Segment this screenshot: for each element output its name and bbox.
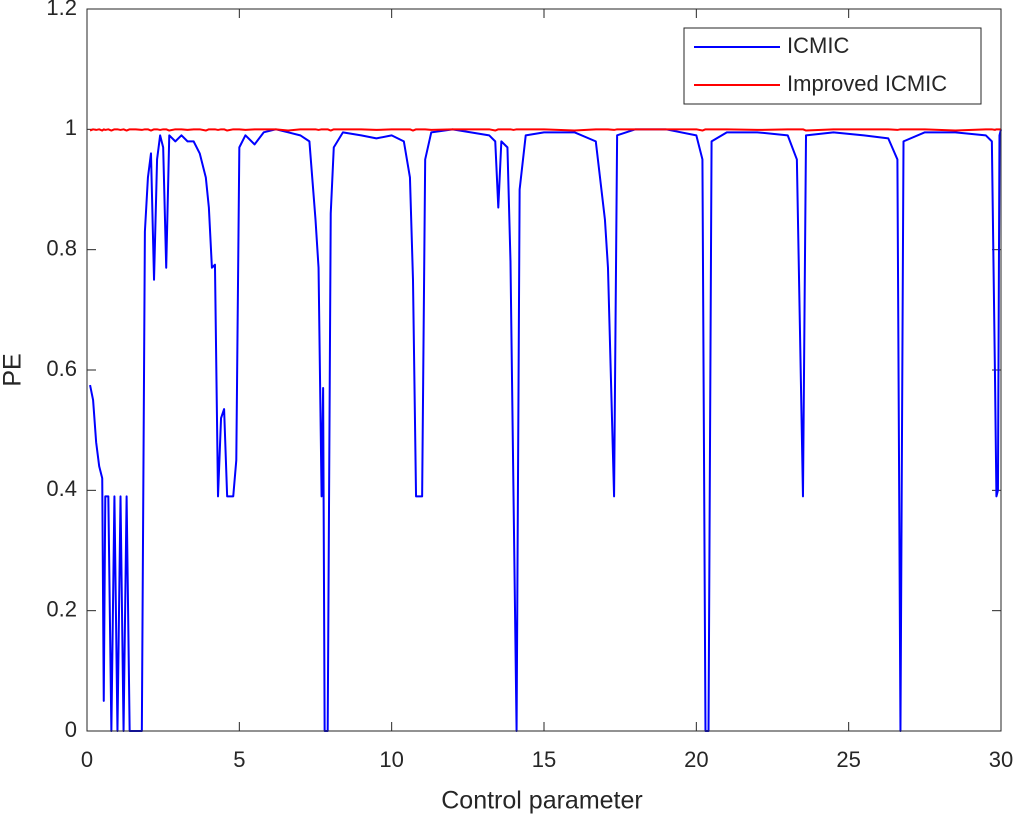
x-tick-label: 0 xyxy=(81,747,93,772)
legend-box xyxy=(683,27,982,105)
legend-label: ICMIC xyxy=(787,33,849,58)
legend-label: Improved ICMIC xyxy=(787,71,947,96)
x-tick-label: 5 xyxy=(233,747,245,772)
x-tick-label: 15 xyxy=(532,747,556,772)
series-line xyxy=(89,128,1001,132)
y-tick-label: 1 xyxy=(65,115,77,140)
y-tick-label: 0.4 xyxy=(46,476,77,501)
y-tick-label: 0 xyxy=(65,717,77,742)
axes-box xyxy=(86,8,1002,732)
x-tick-label: 20 xyxy=(684,747,708,772)
x-tick-label: 25 xyxy=(836,747,860,772)
y-axis-label: PE xyxy=(0,353,27,386)
y-tick-label: 1.2 xyxy=(46,0,77,20)
x-axis-label: Control parameter xyxy=(441,787,642,815)
series-line xyxy=(89,128,1002,732)
x-tick-label: 30 xyxy=(989,747,1013,772)
x-tick-label: 10 xyxy=(379,747,403,772)
y-tick-label: 0.2 xyxy=(46,596,77,621)
y-tick-label: 0.6 xyxy=(46,356,77,381)
plot-area xyxy=(87,9,1001,731)
y-tick-label: 0.8 xyxy=(46,235,77,260)
